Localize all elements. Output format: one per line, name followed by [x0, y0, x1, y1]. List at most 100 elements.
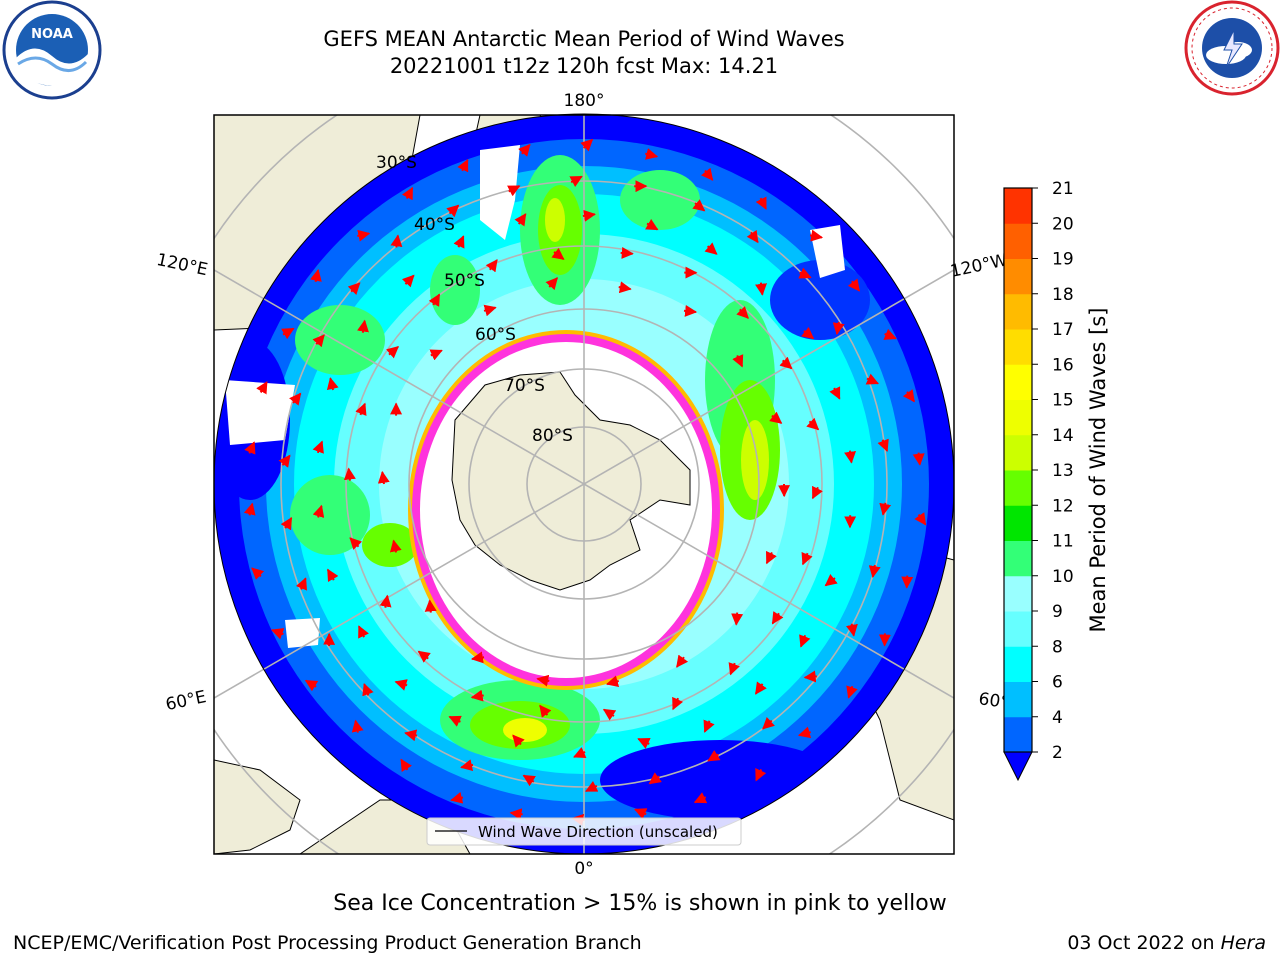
wind-wave-arrow: [769, 411, 783, 424]
wind-wave-arrow: [797, 726, 812, 739]
wind-wave-arrow: [460, 759, 474, 771]
wind-wave-arrow: [394, 679, 408, 691]
colorbar-tick-label: 10: [1052, 567, 1074, 587]
wind-wave-arrow: [251, 567, 265, 580]
wind-wave-arrow: [901, 575, 914, 589]
lat-label-30s: 30°S: [376, 153, 417, 173]
wind-wave-arrow: [703, 719, 715, 733]
wind-wave-arrow: [683, 304, 698, 317]
wind-wave-arrow: [362, 683, 374, 697]
machine-name: Hera: [1220, 932, 1266, 954]
lat-label-40s: 40°S: [414, 215, 455, 235]
wind-wave-arrow: [417, 650, 431, 663]
wind-wave-arrow: [453, 235, 465, 249]
map-legend: Wind Wave Direction (unscaled): [426, 817, 742, 846]
colorbar-segment: [1004, 540, 1032, 577]
wind-wave-arrow: [803, 670, 817, 683]
wind-wave-arrow: [347, 282, 361, 295]
colorbar-segment: [1004, 188, 1032, 224]
lat-label-80s: 80°S: [532, 426, 573, 446]
wind-wave-arrow: [798, 267, 812, 279]
wind-wave-arrow: [522, 774, 536, 787]
colorbar-segment: [1004, 575, 1032, 612]
wind-wave-arrow: [304, 679, 319, 692]
run-date: 03 Oct 2022 on Hera: [1067, 932, 1266, 954]
wind-wave-arrow: [545, 277, 558, 291]
wind-wave-arrow: [692, 199, 706, 212]
wind-wave-arrow: [450, 791, 464, 804]
wind-wave-arrow: [736, 306, 749, 319]
wind-wave-arrow: [400, 758, 412, 772]
lat-label-60s: 60°S: [475, 325, 516, 345]
wind-wave-arrow: [846, 623, 858, 637]
wind-wave-arrow: [424, 599, 437, 613]
wind-wave-arrow: [404, 729, 418, 742]
wind-wave-arrow: [509, 808, 523, 821]
wind-wave-arrow: [879, 502, 892, 516]
wind-wave-arrow: [470, 689, 484, 702]
wind-wave-arrow: [402, 186, 414, 201]
wind-wave-arrow: [470, 651, 485, 664]
colorbar-tick-label: 17: [1052, 320, 1074, 340]
wind-wave-arrow: [883, 328, 897, 340]
colorbar-tick-label: 14: [1052, 426, 1074, 446]
longitude-gridlines: [214, 115, 954, 854]
colorbar-tick-label: 12: [1052, 496, 1074, 516]
wind-wave-arrow: [507, 185, 521, 197]
wind-wave-arrow: [429, 349, 443, 361]
wind-wave-arrow: [281, 327, 295, 340]
colorbar-tick-label: 20: [1052, 214, 1074, 234]
wind-wave-arrow: [278, 454, 291, 468]
wind-wave-arrow: [379, 594, 392, 608]
wind-wave-arrow: [731, 612, 744, 626]
colorbar-tick-label: 8: [1052, 637, 1063, 657]
wind-wave-arrow: [585, 780, 599, 792]
wind-wave-arrow: [801, 551, 813, 566]
run-date-text: 03 Oct 2022 on: [1067, 932, 1215, 954]
wind-wave-arrow: [243, 502, 256, 516]
wind-wave-arrow: [809, 229, 824, 242]
noaa-logo-text: NOAA: [31, 27, 73, 42]
wind-wave-arrow: [539, 704, 552, 718]
wind-wave-arrow: [401, 274, 415, 288]
wind-wave-arrow: [312, 504, 325, 518]
wind-wave-arrow: [582, 209, 596, 222]
wind-wave-arrow: [824, 574, 838, 587]
wind-wave-arrow: [326, 568, 339, 583]
wind-wave-arrow: [312, 440, 324, 454]
colorbar-segment: [1004, 399, 1032, 436]
colorbar-segment: [1004, 470, 1032, 506]
colorbar-tick-label: 16: [1052, 355, 1074, 375]
wind-wave-arrow: [755, 768, 767, 782]
wind-wave-arrow: [377, 470, 390, 485]
wind-wave-arrow: [358, 625, 369, 639]
wind-wave-arrow: [801, 326, 815, 340]
wind-wave-arrow: [457, 159, 469, 173]
colorbar-tick-label: 9: [1052, 602, 1063, 622]
wind-wave-arrow: [573, 747, 587, 758]
colorbar-segment: [1004, 293, 1032, 330]
wind-wave-arrow: [762, 716, 775, 730]
map-frame: [213, 114, 955, 855]
colorbar-tick-label: 19: [1052, 250, 1074, 270]
wind-wave-arrow: [326, 377, 339, 391]
wind-wave-arrow: [357, 319, 369, 333]
wind-wave-arrow: [518, 143, 531, 157]
wind-wave-arrow: [645, 218, 659, 231]
wind-wave-arrow: [779, 356, 793, 370]
wind-wave-arrow: [536, 674, 550, 687]
wind-wave-arrow: [829, 386, 841, 400]
wind-wave-arrow: [755, 196, 767, 210]
wind-wave-arrow: [846, 685, 858, 699]
wind-wave-arrow: [343, 467, 356, 481]
wind-wave-arrow: [902, 389, 915, 403]
wind-wave-arrow: [771, 611, 784, 625]
wind-wave-arrow: [707, 749, 721, 762]
colorbar-tick-label: 15: [1052, 391, 1074, 411]
colorbar-segment: [1004, 434, 1032, 471]
wind-wave-arrow: [912, 452, 925, 466]
wind-wave-arrow: [832, 321, 845, 336]
legend-label: Wind Wave Direction (unscaled): [478, 823, 718, 841]
colorbar-tick-label: 18: [1052, 285, 1074, 305]
